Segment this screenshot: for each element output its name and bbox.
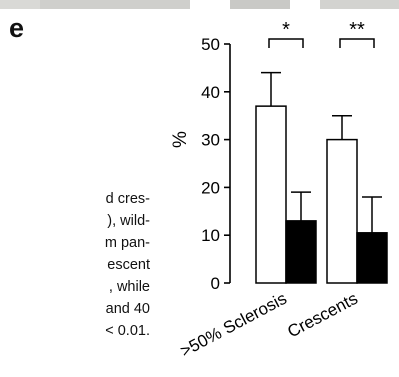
panel-letter: e xyxy=(9,13,25,43)
y-tick-label: 10 xyxy=(201,226,220,245)
caption-line: escent xyxy=(107,257,150,273)
y-tick-label: 20 xyxy=(201,178,220,197)
caption-line: < 0.01. xyxy=(105,323,150,339)
category-label: >50% Sclerosis xyxy=(177,289,290,361)
y-tick-label: 40 xyxy=(201,83,220,102)
bar xyxy=(326,138,358,284)
significance-marker: ** xyxy=(349,19,365,41)
y-axis-label: % xyxy=(170,131,191,148)
y-tick-label: 0 xyxy=(211,274,220,293)
caption-line: m pan- xyxy=(104,235,150,251)
top-image-strip xyxy=(0,0,399,9)
category-label: Crescents xyxy=(284,289,360,342)
bar xyxy=(255,105,287,284)
caption-fragment: d cres- ), wild- m pan- escent , while a… xyxy=(0,188,150,342)
y-tick-label: 30 xyxy=(201,131,220,150)
bar xyxy=(285,220,317,284)
caption-line: d cres- xyxy=(105,191,150,207)
significance-bracket xyxy=(339,38,375,48)
caption-line: , while xyxy=(108,279,150,295)
significance-marker: * xyxy=(282,19,290,41)
significance-bracket xyxy=(268,38,304,48)
caption-line: and 40 xyxy=(105,301,150,317)
y-tick-label: 50 xyxy=(201,35,220,54)
bar xyxy=(356,232,388,284)
caption-line: ), wild- xyxy=(107,213,150,229)
